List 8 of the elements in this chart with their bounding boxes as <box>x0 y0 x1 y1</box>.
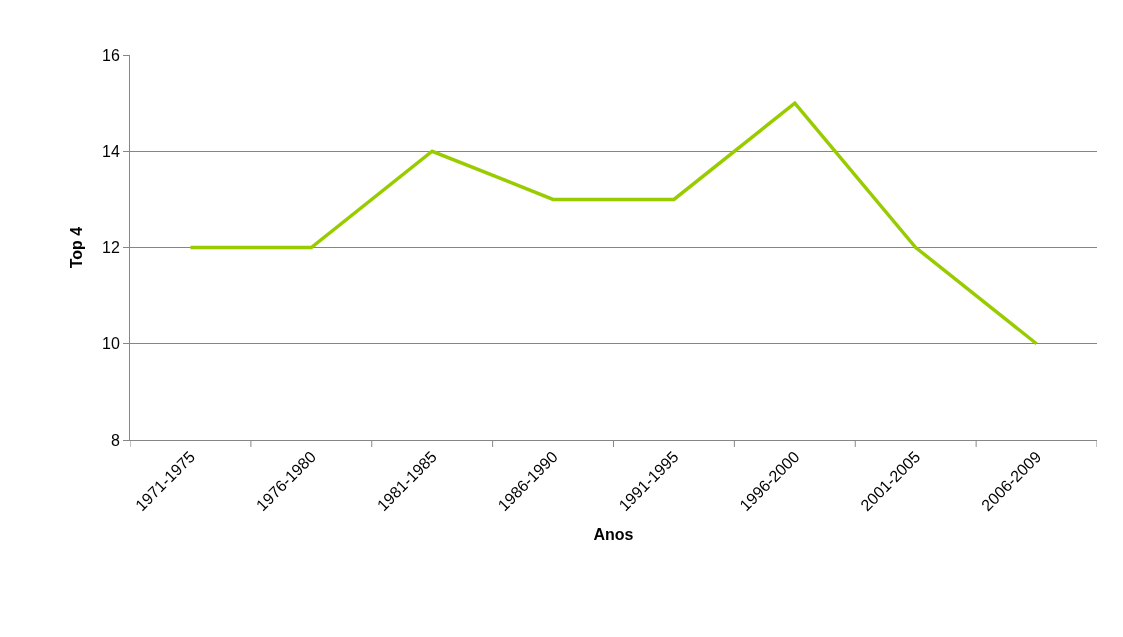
y-tick-label: 10 <box>102 335 120 353</box>
x-axis-title: Anos <box>593 525 634 543</box>
y-axis-title: Top 4 <box>67 226 85 269</box>
y-tick-label: 12 <box>102 239 120 257</box>
line-series <box>188 101 1039 346</box>
y-tick-label: 16 <box>102 46 120 64</box>
y-tick-label: 14 <box>102 142 120 160</box>
y-tick-label: 8 <box>110 431 120 449</box>
